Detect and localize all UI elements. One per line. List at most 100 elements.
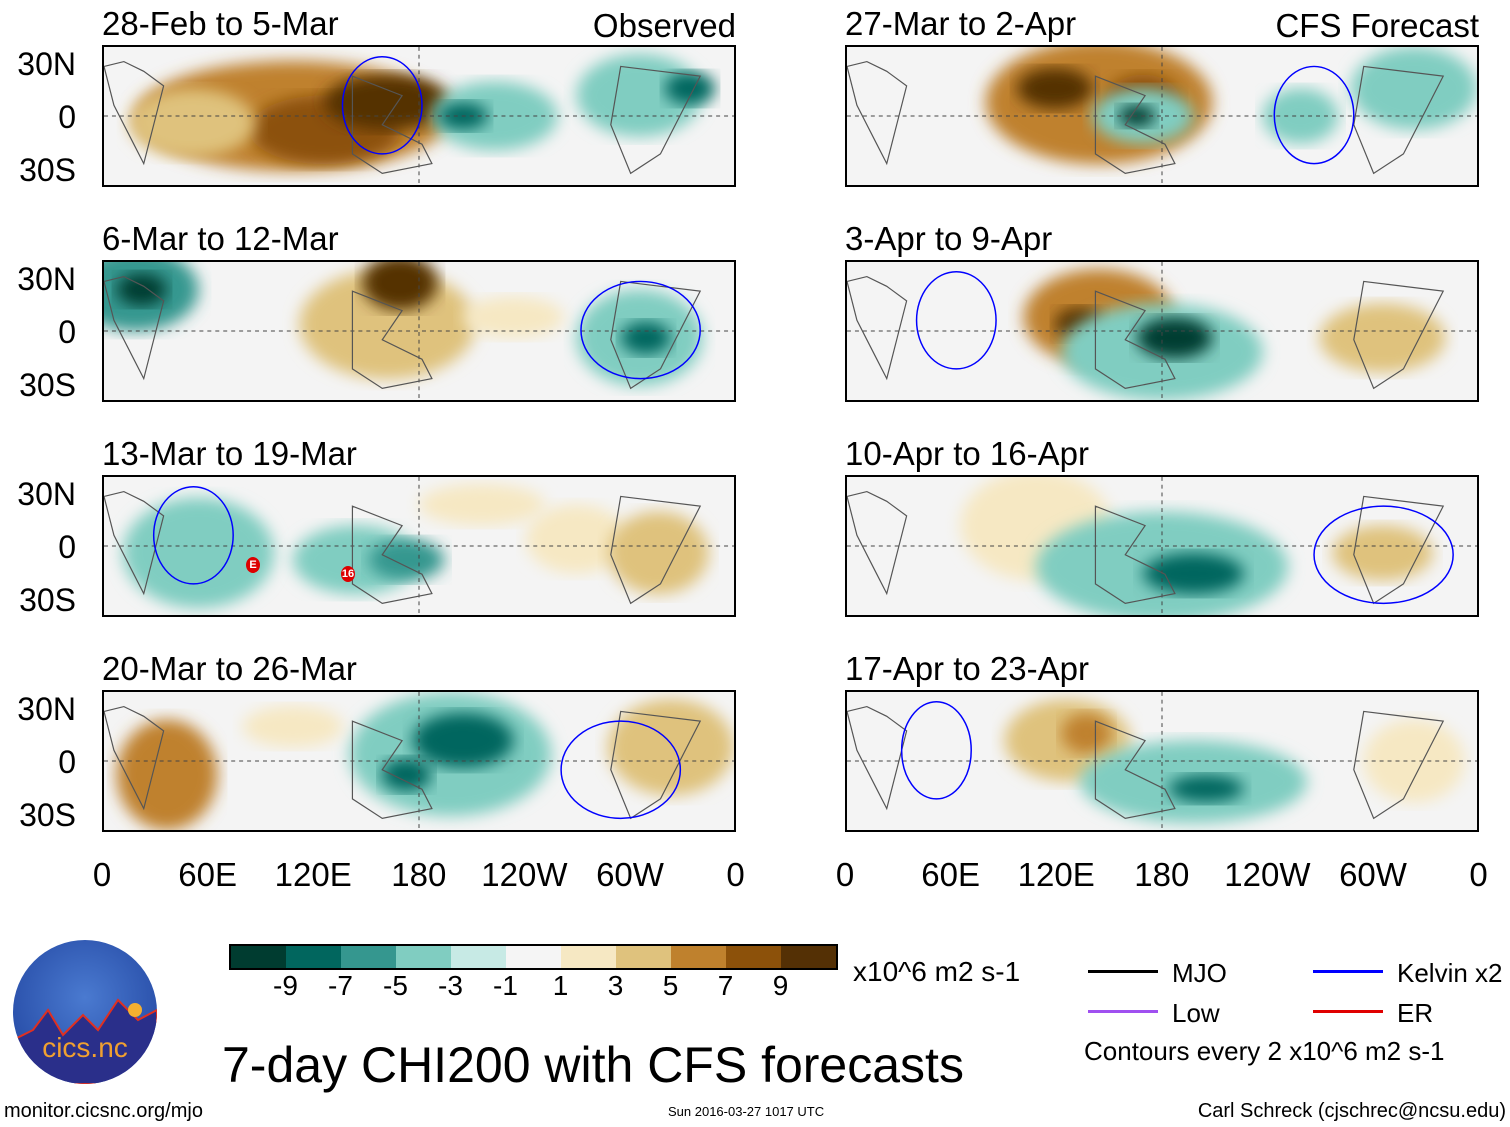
coastlines	[847, 490, 1445, 605]
lat-label: 30S	[19, 367, 76, 403]
panel-header: CFS Forecast	[1275, 7, 1479, 44]
anomaly-region	[116, 719, 218, 830]
colorbar-swatch	[616, 946, 671, 968]
kelvin-contour	[1313, 505, 1454, 605]
lat-label: 30S	[19, 797, 76, 833]
anomaly-region	[362, 262, 438, 311]
cyclone-marker: E	[246, 557, 260, 573]
kelvin-contour	[915, 270, 997, 370]
legend-label: Kelvin x2	[1397, 958, 1503, 988]
anomaly-region	[129, 88, 256, 158]
colorbar-swatch	[671, 946, 726, 968]
footer-timestamp: Sun 2016-03-27 1017 UTC	[668, 1104, 825, 1119]
anomaly-region	[368, 539, 445, 581]
colorbar-label: -1	[493, 970, 518, 1001]
coastlines	[847, 705, 1445, 820]
logo-text: cics.nc	[42, 1032, 128, 1063]
panel-header: Observed	[592, 7, 736, 44]
colorbar-label: -3	[438, 970, 463, 1001]
map-panel	[845, 260, 1479, 402]
colorbar	[229, 944, 838, 970]
anomaly-region	[242, 705, 344, 748]
lat-label: 0	[58, 314, 76, 350]
anomaly-region	[122, 497, 275, 609]
colorbar-swatch	[341, 946, 396, 968]
anomaly-region	[381, 758, 432, 792]
lon-label: 60E	[178, 856, 237, 893]
anomaly-region	[1017, 67, 1093, 110]
lat-label: 30N	[17, 261, 76, 297]
cyclone-marker: 16	[341, 566, 355, 582]
map-panel	[845, 690, 1479, 832]
legend-label: Low	[1172, 998, 1220, 1028]
colorbar-label: 9	[772, 970, 789, 1001]
footer-url[interactable]: monitor.cicsnc.org/mjo	[4, 1100, 203, 1122]
legend-line	[1088, 1010, 1158, 1013]
colorbar-swatch	[451, 946, 506, 968]
panel-title: 13-Mar to 19-Mar	[102, 435, 357, 472]
anomaly-region	[1351, 47, 1477, 130]
footer-author: Carl Schreck (cjschrec@ncsu.edu)	[1197, 1100, 1506, 1122]
panel-title: 6-Mar to 12-Mar	[102, 220, 339, 257]
panel-title: 28-Feb to 5-Mar	[102, 5, 339, 42]
lat-label: 30N	[17, 46, 76, 82]
anomaly-region	[526, 504, 627, 574]
colorbar-swatch	[506, 946, 561, 968]
lon-label: 120W	[1224, 856, 1311, 893]
lon-label: 0	[1469, 856, 1488, 893]
colorbar-label: 5	[662, 970, 679, 1001]
contour-note: Contours every 2 x10^6 m2 s-1	[1084, 1036, 1445, 1066]
coastlines	[104, 705, 702, 820]
anomaly-region	[324, 74, 451, 130]
cicsnc-logo: cics.nc	[13, 940, 157, 1084]
panel-title: 20-Mar to 26-Mar	[102, 650, 357, 687]
kelvin-contour	[341, 55, 423, 155]
colorbar-label: -9	[273, 970, 298, 1001]
colorbar-swatch	[726, 946, 781, 968]
coastlines	[104, 275, 702, 390]
coastlines	[104, 490, 702, 605]
legend-label: MJO	[1172, 958, 1227, 988]
lon-label: 60E	[921, 856, 980, 893]
panel-title: 27-Mar to 2-Apr	[845, 5, 1077, 42]
anomaly-region	[1168, 774, 1244, 803]
colorbar-label: -5	[383, 970, 408, 1001]
colorbar-swatch	[561, 946, 616, 968]
anomaly-region	[620, 321, 671, 355]
kelvin-contour	[580, 280, 701, 380]
anomaly-region	[1332, 525, 1433, 581]
anomaly-region	[608, 511, 709, 595]
lat-label: 0	[58, 744, 76, 780]
anomaly-region	[1319, 303, 1446, 373]
lon-label: 60W	[596, 856, 664, 893]
colorbar-swatch	[231, 946, 286, 968]
figure-title: 7-day CHI200 with CFS forecasts	[222, 1037, 964, 1093]
colorbar-label: 1	[552, 970, 569, 1001]
anomaly-region	[1143, 552, 1244, 595]
lon-label: 180	[1134, 856, 1190, 893]
map-panel	[102, 475, 736, 617]
lat-label: 30S	[19, 582, 76, 618]
map-panel	[102, 260, 736, 402]
kelvin-contour	[1273, 65, 1355, 165]
coastlines	[847, 275, 1445, 390]
lat-label: 30N	[17, 476, 76, 512]
map-panel	[845, 45, 1479, 187]
lat-label: 0	[58, 529, 76, 565]
lon-label: 120E	[274, 856, 352, 893]
anomaly-region	[608, 698, 734, 796]
anomaly-region	[116, 273, 167, 307]
legend-line	[1088, 970, 1158, 973]
colorbar-swatch	[396, 946, 451, 968]
panel-title: 10-Apr to 16-Apr	[845, 435, 1089, 472]
kelvin-contour	[152, 485, 234, 585]
lon-label: 0	[726, 856, 745, 893]
legend-label: ER	[1397, 998, 1434, 1028]
lon-label: 180	[391, 856, 447, 893]
legend-line	[1313, 970, 1383, 973]
lat-label: 0	[58, 99, 76, 135]
lon-label: 60W	[1339, 856, 1407, 893]
colorbar-labels: -9 -7 -5 -3 -1 1 3 5 7 9	[258, 970, 808, 1002]
map-panel	[102, 45, 736, 187]
lon-label: 0	[835, 856, 855, 893]
